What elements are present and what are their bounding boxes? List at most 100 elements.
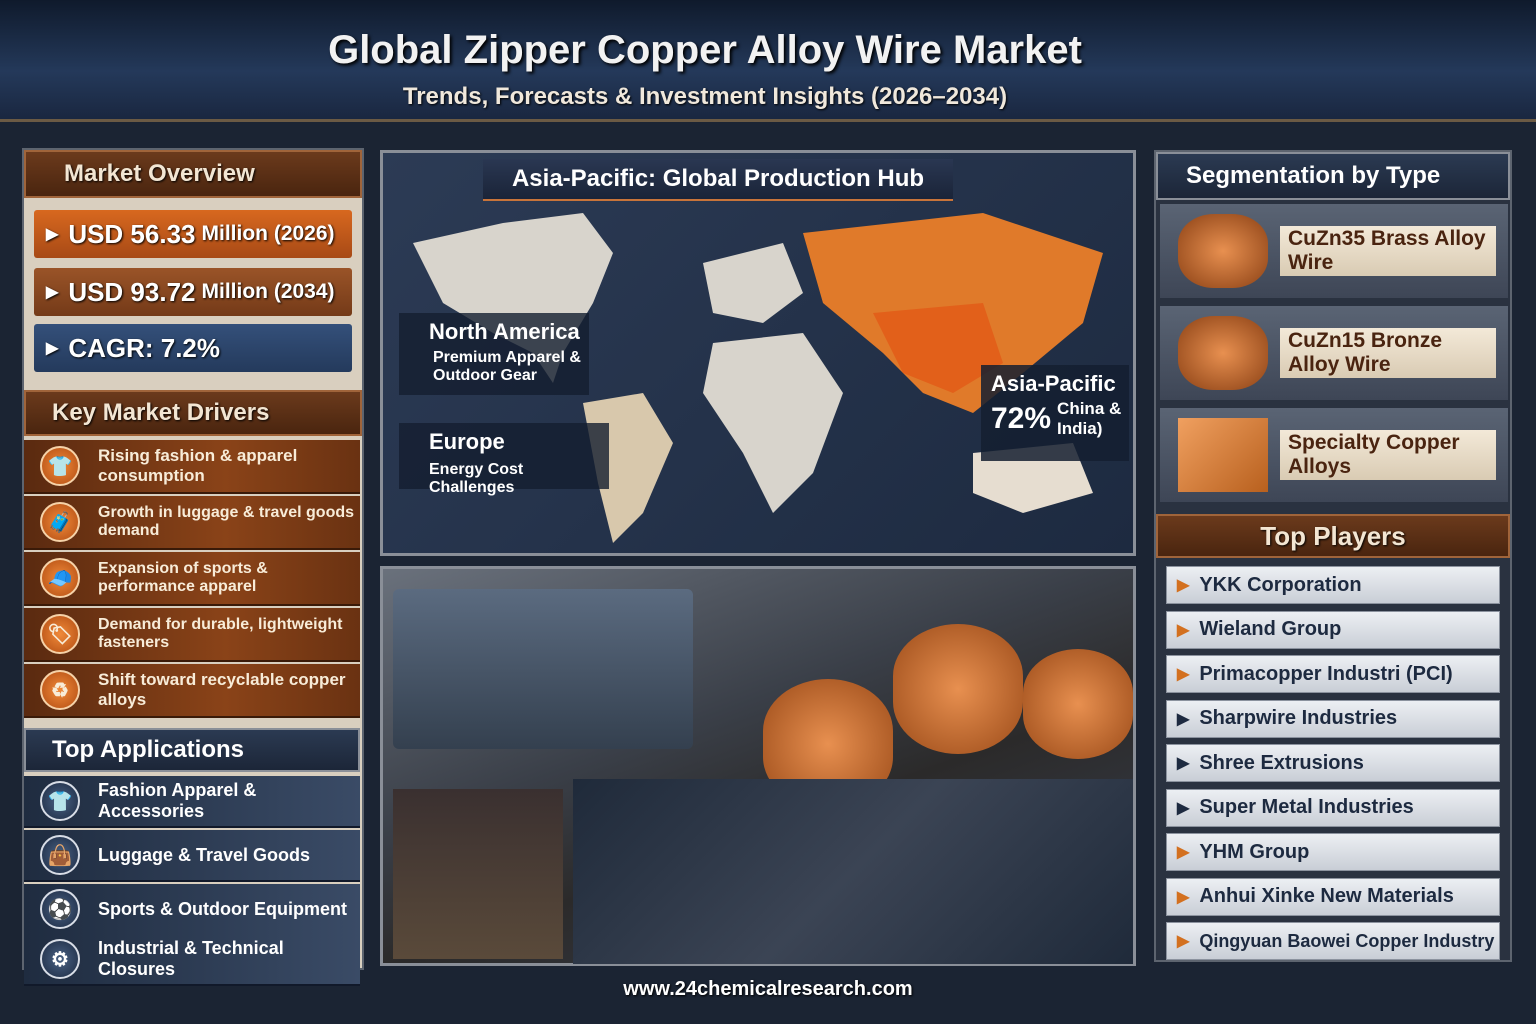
segment-item: CuZn15 Bronze Alloy Wire xyxy=(1160,306,1508,400)
map-panel: Asia-Pacific: Global Production Hub Nort… xyxy=(380,150,1136,556)
region-name: Europe xyxy=(429,429,505,454)
stat-value: CAGR: 7.2% xyxy=(68,332,221,363)
arrow-icon: ▶ xyxy=(46,226,59,243)
player-item: ▶ Anhui Xinke New Materials xyxy=(1166,877,1500,916)
segment-item: Specialty Copper Alloys xyxy=(1160,408,1508,502)
region-note: China & India) xyxy=(1057,399,1122,438)
cap-icon: 🧢 xyxy=(40,558,80,598)
segment-label: CuZn35 Brass Alloy Wire xyxy=(1280,226,1496,276)
stat-unit: Million (2034) xyxy=(201,280,335,303)
stat-value: USD 93.72 xyxy=(68,276,196,307)
luggage-icon: 🧳 xyxy=(40,502,80,542)
callout-north-america: North America Premium Apparel & Outdoor … xyxy=(399,313,589,395)
application-label: Luggage & Travel Goods xyxy=(98,844,311,865)
t-shirt-icon: 👕 xyxy=(40,446,80,486)
arrow-icon: ▶ xyxy=(1177,933,1190,950)
player-item: ▶ YHM Group xyxy=(1166,833,1500,871)
page-subtitle: Trends, Forecasts & Investment Insights … xyxy=(402,83,1008,110)
driver-item: 🏷 Demand for durable, lightweight fastene… xyxy=(24,608,360,662)
player-item: ▶ Shree Extrusions xyxy=(1166,744,1500,782)
stat-market-2026: ▶ USD 56.33 Million (2026) xyxy=(34,210,352,258)
industrial-icon: ⚙ xyxy=(40,939,80,979)
arrow-icon: ▶ xyxy=(1177,577,1190,594)
stat-value: USD 56.33 xyxy=(68,218,196,249)
header-banner: Global Zipper Copper Alloy Wire Market T… xyxy=(0,0,1536,122)
region-note: Premium Apparel & Outdoor Gear xyxy=(433,349,581,384)
application-item: ⚙ Industrial & Technical Closures xyxy=(24,934,360,986)
driver-item: 🧢 Expansion of sports & performance appar… xyxy=(24,552,360,606)
player-name: Anhui Xinke New Materials xyxy=(1199,885,1454,907)
driver-item: 🧳 Growth in luggage & travel goods demand xyxy=(24,496,360,550)
driver-label: Demand for durable, lightweight fastener… xyxy=(98,616,343,651)
application-label: Sports & Outdoor Equipment xyxy=(98,898,347,919)
arrow-icon: ▶ xyxy=(1177,755,1190,772)
region-name: Asia-Pacific xyxy=(991,371,1116,396)
spools-closeup-image xyxy=(393,789,563,959)
arrow-icon: ▶ xyxy=(1177,666,1190,683)
zipper-image xyxy=(573,779,1133,964)
applications-header: Top Applications xyxy=(24,728,360,772)
arrow-icon: ▶ xyxy=(1177,799,1190,817)
driver-label: Shift toward recyclable copper alloys xyxy=(98,670,346,709)
player-name: YKK Corporation xyxy=(1199,573,1362,596)
copper-blocks-icon xyxy=(1178,418,1268,492)
map-title: Asia-Pacific: Global Production Hub xyxy=(483,159,953,201)
application-label: Industrial & Technical Closures xyxy=(98,938,284,979)
arrow-icon: ▶ xyxy=(1177,710,1190,728)
player-name: Qingyuan Baowei Copper Industry xyxy=(1199,930,1495,951)
segment-label: CuZn15 Bronze Alloy Wire xyxy=(1280,328,1496,378)
application-item: 👕 Fashion Apparel & Accessories xyxy=(24,776,360,828)
application-label: Fashion Apparel & Accessories xyxy=(98,780,257,821)
player-name: Primacopper Industri (PCI) xyxy=(1199,662,1453,685)
drivers-header: Key Market Drivers xyxy=(24,390,362,436)
bag-icon: 👜 xyxy=(40,835,80,875)
driver-item: 👕 Rising fashion & apparel consumption xyxy=(24,440,360,494)
application-item: ⚽ Sports & Outdoor Equipment xyxy=(24,884,360,936)
stat-cagr: ▶ CAGR: 7.2% xyxy=(34,324,352,372)
arrow-icon: ▶ xyxy=(1177,888,1190,906)
wire-spool-icon xyxy=(1178,316,1268,390)
copper-spool-image xyxy=(893,624,1023,754)
driver-label: Expansion of sports & performance appare… xyxy=(98,560,268,595)
footer-url: www.24chemicalresearch.com xyxy=(623,978,913,1000)
machine-image xyxy=(393,589,693,749)
china-shape xyxy=(873,303,1003,393)
wire-spool-icon xyxy=(1178,214,1268,288)
application-item: 👜 Luggage & Travel Goods xyxy=(24,830,360,882)
recycle-icon: ♻ xyxy=(40,670,80,710)
arrow-icon: ▶ xyxy=(1177,621,1190,639)
arrow-icon: ▶ xyxy=(46,340,59,357)
callout-europe: Europe Energy Cost Challenges xyxy=(399,423,609,496)
africa-shape xyxy=(703,333,843,513)
callout-asia-pacific: Asia-Pacific 72% China & India) xyxy=(981,365,1129,461)
arrow-icon: ▶ xyxy=(46,284,59,301)
arrow-icon: ▶ xyxy=(1177,844,1190,861)
driver-label: Rising fashion & apparel consumption xyxy=(98,446,298,485)
stat-unit: Million (2026) xyxy=(201,222,335,245)
driver-item: ♻ Shift toward recyclable copper alloys xyxy=(24,664,360,718)
player-name: Wieland Group xyxy=(1199,618,1342,640)
copper-spool-image xyxy=(1023,649,1133,759)
manufacturing-photo xyxy=(380,566,1136,966)
region-name: North America xyxy=(429,319,580,344)
player-item: ▶ Wieland Group xyxy=(1166,610,1500,649)
segment-item: CuZn35 Brass Alloy Wire xyxy=(1160,204,1508,298)
region-share: 72% xyxy=(991,402,1052,435)
player-name: Shree Extrusions xyxy=(1199,751,1364,774)
europe-shape xyxy=(703,243,803,323)
player-item: ▶ Qingyuan Baowei Copper Industry xyxy=(1166,922,1500,960)
stat-market-2034: ▶ USD 93.72 Million (2034) xyxy=(34,268,352,316)
players-header: Top Players xyxy=(1156,514,1510,558)
region-note: Energy Cost Challenges xyxy=(429,461,524,496)
player-item: ▶ Super Metal Industries xyxy=(1166,788,1500,827)
player-name: Sharpwire Industries xyxy=(1199,707,1398,729)
driver-label: Growth in luggage & travel goods demand xyxy=(98,504,355,539)
segment-label: Specialty Copper Alloys xyxy=(1280,430,1496,480)
player-item: ▶ Sharpwire Industries xyxy=(1166,699,1500,738)
segmentation-header: Segmentation by Type xyxy=(1156,152,1510,200)
page-title: Global Zipper Copper Alloy Wire Market xyxy=(328,28,1082,72)
tag-icon: 🏷 xyxy=(40,614,80,654)
sports-icon: ⚽ xyxy=(40,889,80,929)
player-name: Super Metal Industries xyxy=(1199,796,1414,818)
player-name: YHM Group xyxy=(1199,840,1310,863)
